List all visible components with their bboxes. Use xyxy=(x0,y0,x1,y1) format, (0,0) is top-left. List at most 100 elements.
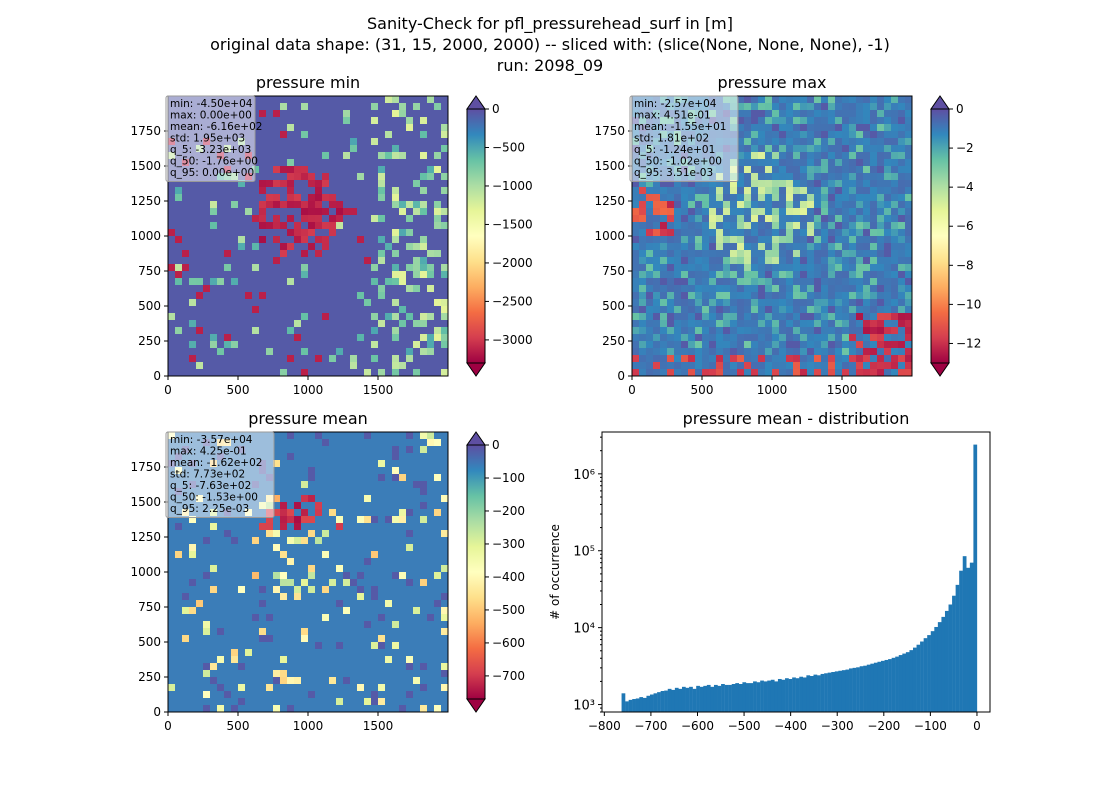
heatmap-cell xyxy=(343,271,351,279)
heatmap-cell xyxy=(639,229,647,237)
heatmap-cell xyxy=(427,299,435,307)
heatmap-cell xyxy=(182,208,190,216)
heatmap-cell xyxy=(702,201,710,209)
heatmap-cell xyxy=(287,341,295,349)
heatmap-cell xyxy=(884,222,892,230)
heatmap-cell xyxy=(238,523,246,531)
heatmap-cell xyxy=(371,250,379,258)
heatmap-cell xyxy=(385,656,393,664)
heatmap-cell xyxy=(709,257,717,265)
heatmap-cell xyxy=(343,670,351,678)
heatmap-cell xyxy=(420,159,428,167)
heatmap-cell xyxy=(252,551,260,559)
heatmap-cell xyxy=(175,691,183,699)
heatmap-cell xyxy=(793,138,801,146)
heatmap-cell xyxy=(217,670,225,678)
heatmap-cell xyxy=(392,159,400,167)
heatmap-cell xyxy=(406,488,414,496)
heatmap-cell xyxy=(793,187,801,195)
heatmap-cell xyxy=(891,208,899,216)
heatmap-cell xyxy=(266,285,274,293)
heatmap-cell xyxy=(849,257,857,265)
heatmap-cell xyxy=(667,222,675,230)
heatmap-cell xyxy=(315,201,323,209)
heatmap-cell xyxy=(378,145,386,153)
heatmap-cell xyxy=(716,222,724,230)
heatmap-cell xyxy=(420,341,428,349)
heatmap-cell xyxy=(168,180,176,188)
heatmap-cell xyxy=(224,369,232,377)
heatmap-cell xyxy=(301,369,309,377)
heatmap-cell xyxy=(336,488,344,496)
heatmap-cell xyxy=(196,229,204,237)
heatmap-cell xyxy=(427,117,435,125)
heatmap-cell xyxy=(175,369,183,377)
heatmap-cell xyxy=(653,348,661,356)
heatmap-cell xyxy=(364,509,372,517)
heatmap-cell xyxy=(308,229,316,237)
heatmap-cell xyxy=(350,117,358,125)
heatmap-cell xyxy=(294,705,302,713)
heatmap-cell xyxy=(287,481,295,489)
heatmap-cell xyxy=(336,509,344,517)
heatmap-cell xyxy=(793,236,801,244)
heatmap-cell xyxy=(863,299,871,307)
heatmap-cell xyxy=(315,369,323,377)
heatmap-cell xyxy=(301,586,309,594)
heatmap-cell xyxy=(856,292,864,300)
heatmap-cell xyxy=(385,516,393,524)
heatmap-cell xyxy=(168,369,176,377)
heatmap-cell xyxy=(280,635,288,643)
heatmap-cell xyxy=(427,586,435,594)
heatmap-cell xyxy=(877,145,885,153)
heatmap-cell xyxy=(287,327,295,335)
heatmap-cell xyxy=(392,488,400,496)
heatmap-cell xyxy=(639,306,647,314)
heatmap-cell xyxy=(828,257,836,265)
heatmap-cell xyxy=(252,579,260,587)
heatmap-cell xyxy=(357,516,365,524)
heatmap-cell xyxy=(737,103,745,111)
heatmap-cell xyxy=(786,201,794,209)
heatmap-cell xyxy=(863,145,871,153)
heatmap-cell xyxy=(182,663,190,671)
heatmap-cell xyxy=(884,96,892,104)
heatmap-cell xyxy=(224,516,232,524)
heatmap-cell xyxy=(315,635,323,643)
histogram-bar xyxy=(674,687,679,712)
heatmap-cell xyxy=(329,369,337,377)
heatmap-cell xyxy=(835,131,843,139)
heatmap-cell xyxy=(287,649,295,657)
heatmap-cell xyxy=(287,96,295,104)
heatmap-cell xyxy=(315,628,323,636)
heatmap-cell xyxy=(751,124,759,132)
heatmap-cell xyxy=(378,481,386,489)
heatmap-cell xyxy=(737,250,745,258)
heatmap-cell xyxy=(660,341,668,349)
heatmap-cell xyxy=(807,369,815,377)
heatmap-cell xyxy=(308,432,316,440)
heatmap-cell xyxy=(336,698,344,706)
heatmap-cell xyxy=(434,579,442,587)
heatmap-cell xyxy=(336,523,344,531)
heatmap-cell xyxy=(385,565,393,573)
heatmap-cell xyxy=(632,348,640,356)
heatmap-cell xyxy=(350,285,358,293)
heatmap-cell xyxy=(385,215,393,223)
heatmap-cell xyxy=(245,684,253,692)
heatmap-cell xyxy=(336,628,344,636)
heatmap-cell xyxy=(378,663,386,671)
heatmap-cell xyxy=(406,684,414,692)
heatmap-cell xyxy=(322,166,330,174)
heatmap-cell xyxy=(905,264,913,272)
heatmap-cell xyxy=(420,698,428,706)
heatmap-cell xyxy=(420,467,428,475)
heatmap-cell xyxy=(828,341,836,349)
heatmap-cell xyxy=(175,313,183,321)
heatmap-cell xyxy=(357,684,365,692)
heatmap-cell xyxy=(793,320,801,328)
heatmap-cell xyxy=(730,292,738,300)
heatmap-cell xyxy=(434,159,442,167)
heatmap-cell xyxy=(245,327,253,335)
heatmap-cell xyxy=(343,117,351,125)
